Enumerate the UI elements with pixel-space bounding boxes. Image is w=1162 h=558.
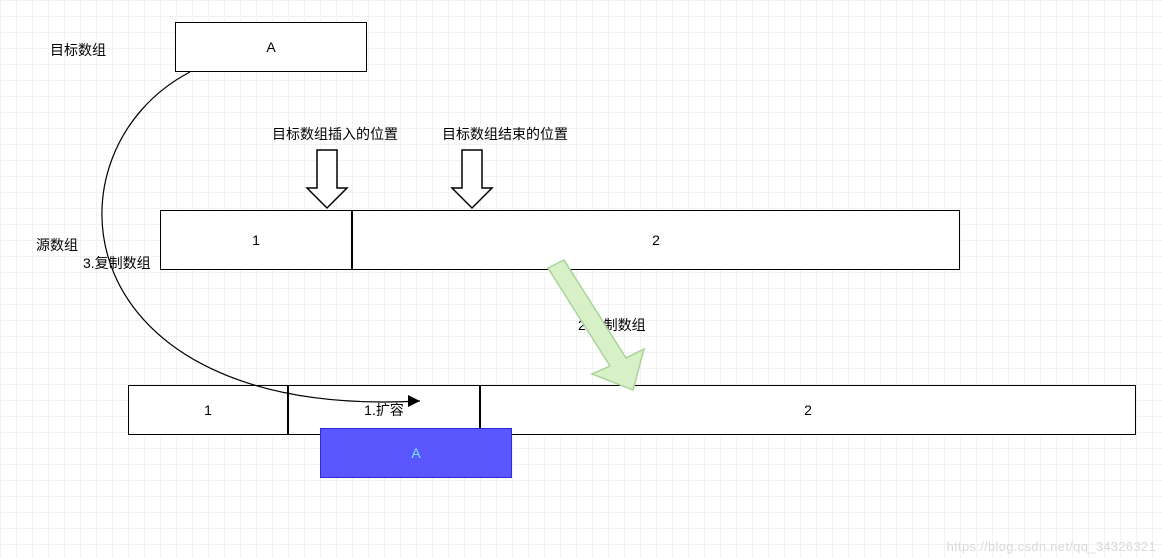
box-dest-expand-text: 1.扩容 bbox=[364, 400, 404, 420]
box-dest-2-text: 2 bbox=[804, 402, 812, 418]
label-step2: 2.复制数组 bbox=[578, 315, 646, 335]
label-step3: 3.复制数组 bbox=[83, 253, 151, 273]
box-source-2: 2 bbox=[352, 210, 960, 270]
box-source-2-text: 2 bbox=[652, 232, 660, 248]
box-a-top: A bbox=[175, 22, 367, 72]
label-source-array: 源数组 bbox=[36, 235, 78, 255]
box-a-bottom: A bbox=[320, 428, 512, 478]
watermark: https://blog.csdn.net/qq_34326321 bbox=[947, 539, 1156, 554]
box-dest-1-text: 1 bbox=[204, 402, 212, 418]
grid-background bbox=[0, 0, 1162, 558]
label-target-array: 目标数组 bbox=[50, 40, 106, 60]
box-dest-2: 2 bbox=[480, 385, 1136, 435]
label-insert-position: 目标数组插入的位置 bbox=[272, 124, 398, 144]
box-a-top-text: A bbox=[266, 39, 275, 55]
label-end-position: 目标数组结束的位置 bbox=[442, 124, 568, 144]
box-a-bottom-text: A bbox=[411, 445, 420, 461]
box-dest-1: 1 bbox=[128, 385, 288, 435]
box-source-1: 1 bbox=[160, 210, 352, 270]
box-source-1-text: 1 bbox=[252, 232, 260, 248]
